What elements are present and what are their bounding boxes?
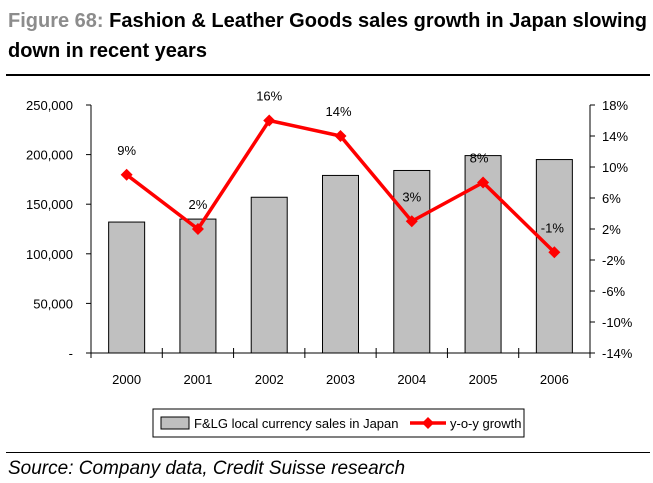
axes: - 50,000 100,000 150,000 200,000 250,000 -14% -…: [26, 98, 633, 387]
right-axis-tick-label: -14%: [602, 346, 633, 361]
growth-point: [405, 215, 418, 228]
right-axis-tick-label: 10%: [602, 160, 628, 175]
growth-point: [548, 246, 561, 259]
bars: [108, 155, 573, 354]
right-axis-tick-label: 14%: [602, 129, 628, 144]
x-axis-tick-label: 2006: [540, 372, 569, 387]
left-axis-tick-label: 150,000: [26, 197, 73, 212]
left-axis-tick-label: 100,000: [26, 247, 73, 262]
growth-point: [477, 176, 490, 189]
growth-point: [191, 223, 204, 235]
title-divider: [6, 74, 650, 76]
left-axis-tick-label: 50,000: [33, 296, 73, 311]
growth-data-label: 14%: [325, 104, 351, 119]
bar: [108, 221, 146, 354]
bar: [250, 196, 288, 354]
right-axis-tick-label: 18%: [602, 98, 628, 113]
x-axis-tick-label: 2004: [397, 372, 426, 387]
left-axis-tick-label: 250,000: [26, 98, 73, 113]
figure-title-text: Fashion & Leather Goods sales growth in …: [8, 10, 648, 62]
right-axis-tick-label: -10%: [602, 315, 633, 330]
left-axis-tick-label: -: [69, 346, 73, 361]
growth-data-label: 3%: [402, 189, 421, 204]
growth-data-label: 8%: [470, 151, 489, 166]
x-axis-tick-label: 2005: [469, 372, 498, 387]
x-axis-tick-label: 2003: [326, 372, 355, 387]
source-note: Source: Company data, Credit Suisse rese…: [8, 458, 406, 479]
bar: [322, 174, 359, 354]
x-axis-tick-label: 2000: [112, 372, 141, 387]
x-axis-tick-label: 2002: [255, 372, 284, 387]
legend-bar-label: F&LG local currency sales in Japan: [194, 416, 398, 431]
growth-point: [263, 114, 276, 127]
bar: [393, 169, 431, 354]
data-labels: 9% 2% 16% 14% 3% 8% -1%: [117, 89, 564, 236]
figure-label: Figure 68:: [8, 10, 104, 32]
right-axis-tick-label: -6%: [602, 284, 626, 299]
bar: [179, 218, 217, 354]
legend-bar-swatch: [160, 416, 190, 430]
legend-line-marker: [422, 417, 434, 429]
left-axis-tick-label: 200,000: [26, 148, 73, 163]
legend-line-label: y-o-y growth: [450, 416, 522, 431]
right-axis-tick-label: 6%: [602, 191, 621, 206]
figure-title: Figure 68: Fashion & Leather Goods sales…: [8, 6, 648, 66]
legend: F&LG local currency sales in Japan y-o-y …: [152, 408, 525, 438]
source-divider: [6, 452, 650, 453]
x-axis-tick-label: 2001: [183, 372, 212, 387]
growth-data-label: 16%: [256, 89, 282, 104]
growth-point: [334, 130, 347, 142]
growth-line: [120, 114, 561, 259]
growth-data-label: 9%: [117, 143, 136, 158]
growth-data-label: -1%: [541, 220, 565, 235]
right-axis-tick-label: 2%: [602, 222, 621, 237]
legend-box: [152, 408, 525, 438]
growth-data-label: 2%: [189, 197, 208, 212]
right-axis-tick-label: -2%: [602, 253, 626, 268]
growth-point: [120, 168, 133, 181]
